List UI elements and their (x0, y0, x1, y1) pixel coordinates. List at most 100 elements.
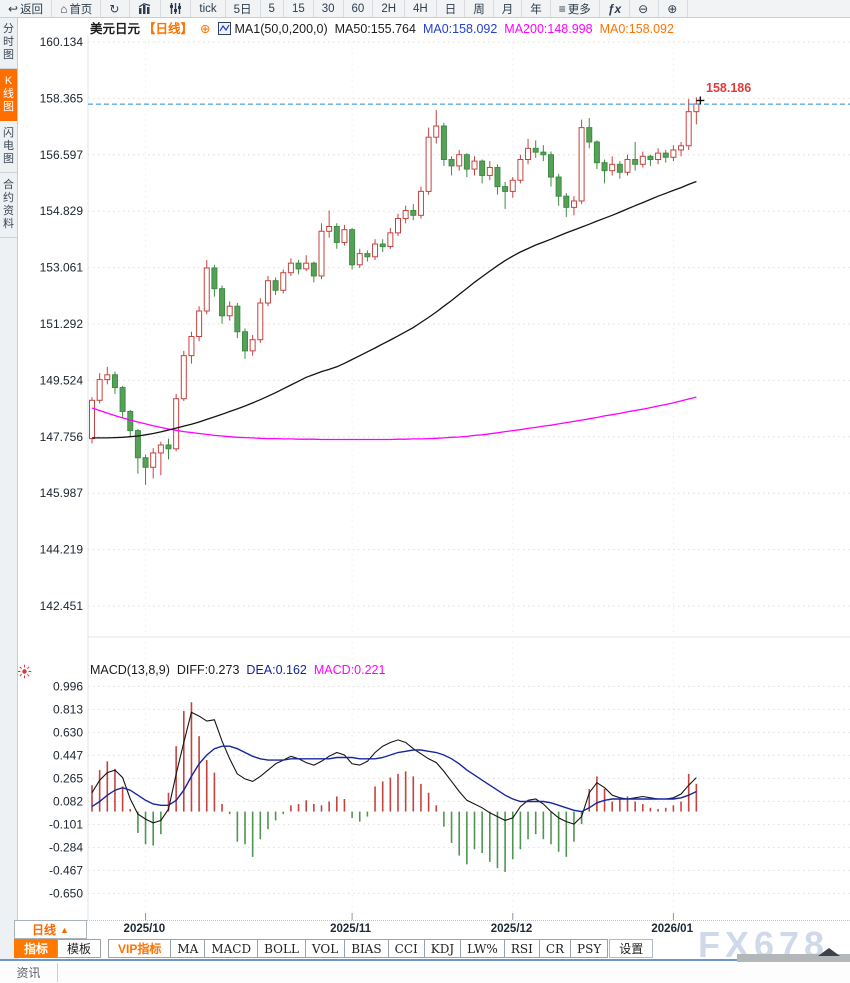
candle (203, 267, 210, 312)
period-selector-button[interactable]: 日线 ▲ (14, 920, 87, 939)
price-axis-tick: 145.987 (40, 486, 84, 500)
top-toolbar: ↩ 返回 ⌂ 首页 ↻ tick 5日 5 15 30 60 2H 4H 日周月年 ≡ 更多 ƒx ⊖ ⊕ (0, 0, 850, 18)
toolbar-fx-button[interactable]: ƒx (600, 0, 631, 17)
toolbar-5-button[interactable]: 5 (261, 0, 284, 17)
toolbar-30-button[interactable]: 30 (314, 0, 344, 17)
toolbar-5d-button[interactable]: 5日 (226, 0, 261, 17)
toolbar-item-label: 2H (381, 2, 397, 15)
sidebar-tab-1[interactable]: 分时图 (0, 17, 17, 69)
price-axis-tick: 144.219 (40, 543, 84, 557)
candle (494, 166, 501, 188)
toolbar-15-button[interactable]: 15 (284, 0, 314, 17)
ma0-orange-value: MA0:158.092 (599, 22, 674, 36)
toolbar-60-button[interactable]: 60 (344, 0, 374, 17)
toolbar-4h-button[interactable]: 4H (405, 0, 437, 17)
toolbar-day-button[interactable]: 日 (437, 0, 466, 17)
toolbar-zoom-out-button[interactable]: ⊖ (630, 0, 660, 17)
bar-chart-icon (139, 3, 151, 14)
candle (242, 331, 248, 352)
bottom-tab-PSY[interactable]: PSY (570, 939, 609, 958)
sidebar-tab-4[interactable]: 合约资料 (0, 173, 17, 238)
bottom-tab-CR[interactable]: CR (538, 939, 572, 958)
add-indicator-icon[interactable]: ⊕ (200, 22, 211, 36)
bottom-tab-CCI[interactable]: CCI (387, 939, 425, 958)
macd-axis-tick: -0.101 (49, 817, 83, 831)
xaxis-label: 2025/11 (330, 923, 372, 935)
candle (303, 262, 310, 270)
sidebar-tab-3[interactable]: 闪电图 (0, 121, 17, 173)
bottom-tab-MACD[interactable]: MACD (204, 939, 259, 958)
xaxis-label: 2026/01 (651, 923, 693, 935)
candle (211, 267, 218, 290)
bottom-tab-MA[interactable]: MA (170, 939, 206, 958)
price-axis-tick: 149.524 (40, 373, 84, 387)
toolbar-month-button[interactable]: 月 (494, 0, 523, 17)
collapse-arrow-icon[interactable] (818, 948, 840, 956)
candle (456, 154, 463, 167)
bottom-tab-RSI[interactable]: RSI (503, 939, 540, 958)
bottom-tab-KDJ[interactable]: KDJ (423, 939, 462, 958)
ma200-value: MA200:148.998 (504, 22, 593, 36)
price-axis-tick: 154.829 (40, 204, 84, 218)
candle (326, 225, 333, 232)
price-axis-tick: 153.061 (40, 261, 84, 275)
candle (165, 444, 172, 450)
bottom-tab-BIAS[interactable]: BIAS (344, 939, 389, 958)
candle (563, 195, 570, 208)
macd-axis-tick: 0.813 (53, 702, 83, 716)
price-axis-tick: 156.597 (40, 148, 84, 162)
toolbar-item-label: tick (199, 2, 217, 15)
candle (570, 200, 577, 208)
candle (517, 159, 524, 181)
bottom-tab-指标[interactable]: 指标 (14, 939, 59, 958)
toolbar-refresh-button[interactable]: ↻ (101, 0, 131, 17)
back-arrow-icon: ↩ (8, 1, 19, 16)
chart-settings-icon[interactable] (217, 22, 231, 38)
bottom-tab-LW%[interactable]: LW% (460, 939, 505, 958)
chart-area[interactable]: 160.134 158.365 156.597 154.829 153.061 151.2… (17, 17, 850, 937)
toolbar-tick-button[interactable]: tick (191, 0, 226, 17)
price-and-macd-panes[interactable]: 160.134 158.365 156.597 154.829 153.061 151.2… (17, 17, 850, 920)
candle (540, 151, 547, 156)
candle (150, 452, 157, 468)
period-tag: 【日线】 (143, 22, 194, 36)
bottom-tab-VIP指标[interactable]: VIP指标 (108, 939, 172, 958)
home-icon: ⌂ (60, 1, 68, 16)
bottom-tab-设置[interactable]: 设置 (609, 939, 654, 958)
candle (142, 457, 149, 468)
bottom-tab-BOLL[interactable]: BOLL (257, 939, 306, 958)
toolbar-home-button[interactable]: ⌂ 首页 (52, 0, 102, 17)
candle (678, 145, 685, 151)
candle (433, 125, 440, 138)
toolbar-item-label: 4H (413, 2, 428, 15)
bottom-divider (0, 959, 850, 961)
toolbar-more-button[interactable]: ≡ 更多 (551, 0, 600, 17)
xaxis-label: 2025/12 (490, 923, 533, 935)
panel-collapse-bar[interactable] (737, 954, 850, 962)
candle (509, 179, 516, 192)
macd-axis-tick: -0.467 (49, 863, 83, 877)
candle (372, 243, 379, 258)
indicator-tab-bar: 指标 模板 VIP指标 MA MACD BOLL VOL BIAS CCI KDJ LW% RSI CR… (14, 939, 654, 958)
toolbar-indicator-settings-button[interactable] (161, 0, 192, 17)
sliders-icon (170, 3, 182, 14)
toolbar-back-button[interactable]: ↩ 返回 (0, 0, 53, 17)
toolbar-item-label: 15 (291, 2, 305, 15)
toolbar-item-label: 5日 (233, 3, 252, 16)
candle (226, 305, 233, 317)
macd-value: MACD:0.221 (313, 663, 386, 677)
toolbar-chart-type-button[interactable] (130, 0, 162, 17)
candle (280, 272, 287, 291)
toolbar-2h-button[interactable]: 2H (373, 0, 406, 17)
bottom-tab-VOL[interactable]: VOL (304, 939, 346, 958)
news-tab[interactable]: 资讯 (0, 963, 58, 982)
toolbar-week-button[interactable]: 周 (465, 0, 494, 17)
candle (662, 152, 669, 158)
toolbar-zoom-in-button[interactable]: ⊕ (659, 0, 689, 17)
toolbar-year-button[interactable]: 年 (522, 0, 551, 17)
indicator-brightness-icon[interactable] (17, 664, 32, 682)
candle (548, 154, 554, 178)
candle (486, 166, 493, 176)
bottom-tab-模板[interactable]: 模板 (57, 939, 102, 958)
